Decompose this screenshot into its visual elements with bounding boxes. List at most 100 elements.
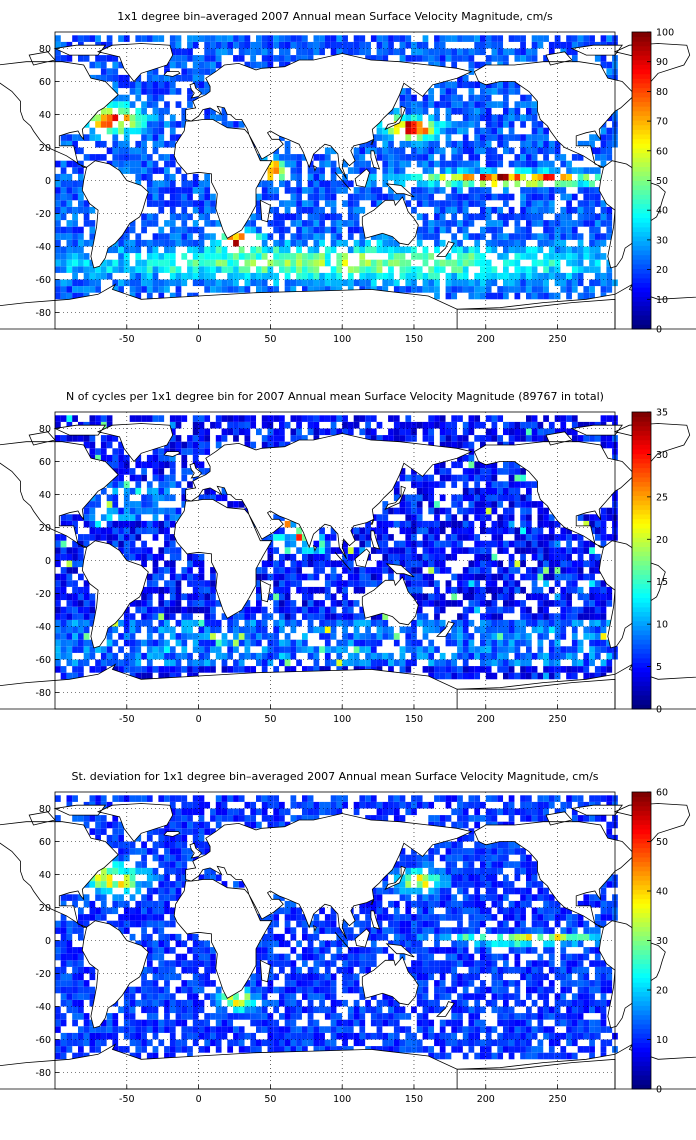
heatmap-cell [279, 220, 285, 227]
heatmap-cell [66, 187, 73, 194]
heatmap-cell [382, 239, 389, 247]
heatmap-cell [106, 514, 113, 521]
heatmap-cell [577, 547, 584, 554]
heatmap-cell [129, 659, 136, 667]
heatmap-cell [210, 107, 216, 115]
heatmap-cell [359, 272, 366, 280]
heatmap-cell [198, 567, 205, 574]
heatmap-cell [181, 1006, 188, 1014]
heatmap-cell [399, 140, 406, 148]
heatmap-cell [187, 1046, 193, 1053]
heatmap-cell [129, 246, 136, 254]
heatmap-cell [416, 501, 423, 508]
heatmap-cell [526, 94, 532, 102]
heatmap-cell [428, 560, 435, 568]
heatmap-cell [158, 854, 165, 862]
heatmap-cell [583, 652, 590, 660]
heatmap-cell [451, 600, 458, 607]
heatmap-cell [169, 200, 176, 207]
heatmap-cell [594, 226, 601, 234]
heatmap-cell [152, 887, 159, 895]
heatmap-cell [273, 272, 280, 280]
heatmap-cell [365, 187, 371, 194]
heatmap-cell [204, 600, 211, 607]
heatmap-cell [577, 534, 584, 541]
heatmap-cell [198, 960, 205, 967]
heatmap-cell [462, 573, 469, 581]
heatmap-cell [531, 428, 538, 436]
heatmap-cell [72, 633, 78, 640]
heatmap-cell [600, 534, 607, 541]
heatmap-cell [342, 239, 348, 247]
y-tick-label: 0 [45, 176, 51, 187]
heatmap-cell [543, 253, 549, 260]
heatmap-cell [302, 233, 308, 240]
heatmap-cell [175, 666, 182, 673]
heatmap-cell [485, 507, 492, 515]
heatmap-cell [583, 514, 590, 521]
heatmap-cell [336, 619, 343, 627]
heatmap-cell [428, 567, 435, 574]
heatmap-cell [457, 160, 463, 168]
heatmap-cell [324, 415, 331, 422]
heatmap-cell [491, 147, 498, 155]
heatmap-cell [284, 520, 291, 528]
heatmap-cell [158, 468, 165, 475]
heatmap-cell [393, 147, 400, 155]
heatmap-cell [192, 239, 199, 247]
heatmap-cell [491, 468, 498, 475]
heatmap-cell [55, 619, 61, 627]
heatmap-cell [537, 540, 544, 548]
heatmap-cell [422, 494, 429, 502]
heatmap-cell [503, 286, 509, 293]
heatmap-cell [181, 1013, 188, 1020]
heatmap-cell [233, 279, 239, 287]
heatmap-cell [347, 180, 354, 188]
heatmap-cell [388, 547, 394, 554]
heatmap-cell [497, 593, 504, 601]
heatmap-cell [514, 672, 521, 680]
heatmap-cell [169, 861, 176, 868]
heatmap-cell [141, 986, 147, 994]
heatmap-cell [129, 266, 136, 273]
heatmap-cell [135, 253, 142, 260]
heatmap-cell [279, 573, 285, 581]
heatmap-cell [55, 600, 61, 607]
heatmap-cell [491, 35, 498, 42]
heatmap-cell [78, 639, 84, 647]
heatmap-cell [60, 626, 67, 634]
heatmap-cell [284, 272, 291, 280]
heatmap-cell [169, 573, 176, 581]
heatmap-cell [187, 1006, 193, 1014]
heatmap-cell [445, 435, 452, 442]
heatmap-cell [152, 1026, 159, 1033]
heatmap-cell [106, 435, 113, 442]
heatmap-cell [233, 415, 239, 422]
heatmap-cell [606, 68, 613, 75]
heatmap-cell [187, 55, 193, 62]
heatmap-cell [468, 580, 475, 587]
heatmap-cell [313, 435, 320, 442]
heatmap-cell [537, 279, 544, 287]
heatmap-cell [78, 239, 84, 247]
heatmap-cell [227, 646, 234, 653]
heatmap-cell [146, 626, 153, 634]
heatmap-cell [141, 279, 147, 287]
heatmap-cell [388, 187, 394, 194]
heatmap-cell [508, 173, 515, 181]
heatmap-cell [100, 527, 107, 535]
y-tick-label: -40 [35, 242, 51, 253]
heatmap-cell [342, 659, 348, 667]
heatmap-cell [158, 947, 165, 954]
heatmap-cell [445, 180, 452, 188]
heatmap-cell [55, 41, 61, 49]
heatmap-cell [571, 633, 578, 640]
heatmap-cell [169, 415, 176, 422]
heatmap-cell [135, 167, 142, 174]
heatmap-cell [526, 646, 532, 653]
heatmap-cell [577, 253, 584, 260]
heatmap-cell [112, 279, 119, 287]
heatmap-cell [543, 613, 549, 620]
heatmap-cell [146, 167, 153, 174]
heatmap-cell [526, 140, 532, 148]
